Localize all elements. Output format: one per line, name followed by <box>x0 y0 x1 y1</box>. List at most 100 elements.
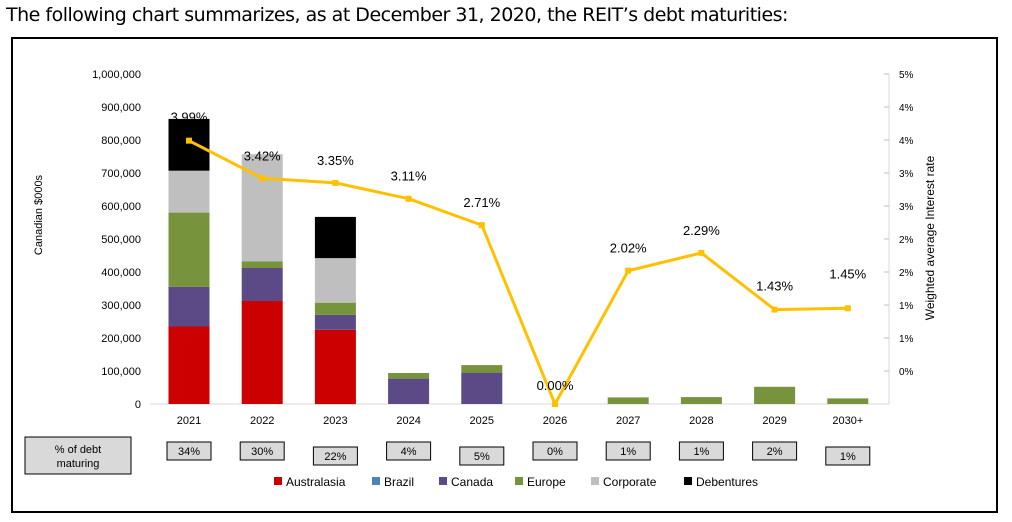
bar-europe-2029 <box>754 386 796 404</box>
y2-axis-label: Weighted average Interest rate <box>923 155 937 320</box>
x-tick-label: 2025 <box>470 415 494 427</box>
bar-europe-2030+ <box>827 398 869 404</box>
y-tick-label: 100,000 <box>101 366 141 378</box>
debt-table-label-line1: % of debt <box>55 444 101 456</box>
interest-rate-point <box>405 195 412 202</box>
bar-europe-2021 <box>168 212 210 287</box>
legend-label-australasia: Australasia <box>286 475 346 489</box>
debt-pct-box <box>239 441 285 461</box>
x-tick-label: 2024 <box>396 415 420 427</box>
y2-tick-label: 3% <box>899 169 914 180</box>
legend-label-brazil: Brazil <box>384 475 414 489</box>
x-axis-ticks: 2021 2022 2023 2024 2025 2026 2027 2028 2029 2030… <box>177 415 863 427</box>
interest-rate-label: 3.35% <box>317 153 354 168</box>
bar-canada-2025 <box>461 372 503 404</box>
debt-pct-box <box>825 446 871 466</box>
y2-tick-label: 1% <box>899 301 914 312</box>
y-tick-label: 400,000 <box>101 267 141 279</box>
debt-table-label-line2: maturing <box>57 458 100 470</box>
debt-pct-box <box>678 441 724 461</box>
y-tick-label: 800,000 <box>101 135 141 147</box>
debt-pct-value: 34% <box>178 446 200 458</box>
interest-rate-label: 1.43% <box>756 279 793 294</box>
bar-australasia-2022 <box>241 301 283 404</box>
debt-pct-value: 30% <box>251 446 273 458</box>
debt-pct-value: 1% <box>620 446 636 458</box>
interest-rate-point <box>625 267 632 274</box>
interest-rate-label: 0.00% <box>537 378 574 393</box>
interest-rate-label: 3.42% <box>244 148 281 163</box>
y2-tick-label: 5% <box>899 70 914 81</box>
debt-pct-value: 2% <box>767 446 783 458</box>
legend-swatch-canada <box>439 477 447 485</box>
bar-australasia-2023 <box>314 329 356 405</box>
bar-europe-2028 <box>680 397 722 404</box>
bar-debentures-2023 <box>314 216 356 259</box>
legend-label-debentures: Debentures <box>696 475 758 489</box>
y-tick-label: 300,000 <box>101 300 141 312</box>
debt-pct-value: 1% <box>693 446 709 458</box>
interest-rate-label: 2.71% <box>463 195 500 210</box>
debt-pct-value: 4% <box>401 446 417 458</box>
legend-swatch-europe <box>515 477 523 485</box>
interest-rate-point <box>332 179 339 186</box>
y2-tick-label: 1% <box>899 334 914 345</box>
debt-pct-value: 5% <box>474 451 490 463</box>
y2-axis-ticks: 5% 4% 4% 3% 3% 2% 2% 1% 1% 0% <box>884 70 914 378</box>
y2-tick-label: 0% <box>899 367 914 378</box>
interest-rate-point <box>552 401 558 407</box>
y-axis-ticks: 1,000,000 900,000 800,000 700,000 600,000 500… <box>92 69 141 411</box>
x-tick-label: 2023 <box>323 415 347 427</box>
bar-europe-2023 <box>314 302 356 315</box>
x-tick-label: 2022 <box>250 415 274 427</box>
bar-stacks <box>168 118 869 405</box>
interest-rate-point <box>771 306 778 313</box>
y2-tick-label: 4% <box>899 103 914 114</box>
interest-rate-point <box>698 249 705 256</box>
x-tick-label: 2028 <box>689 415 713 427</box>
debt-pct-value: 0% <box>547 446 563 458</box>
interest-rate-label: 2.02% <box>610 241 647 256</box>
bar-canada-2022 <box>241 268 283 301</box>
debt-pct-value: 1% <box>840 451 856 463</box>
bar-corporate-2021 <box>168 170 210 213</box>
legend-swatch-corporate <box>591 477 599 485</box>
debt-maturing-table: % of debt maturing 34% 30% 22% 4% 5% 0% 1% 1% 2%… <box>24 436 871 475</box>
bar-europe-2022 <box>241 261 283 268</box>
y-tick-label: 1,000,000 <box>92 69 141 81</box>
legend-label-europe: Europe <box>527 475 566 489</box>
chart-legend: Australasia Brazil Canada Europe Corporate De… <box>274 475 758 489</box>
legend-label-canada: Canada <box>451 475 493 489</box>
debt-table-label-box <box>24 436 132 475</box>
bar-canada-2024 <box>388 378 430 404</box>
y-tick-label: 700,000 <box>101 168 141 180</box>
debt-pct-box <box>459 446 505 466</box>
y-axis-label: Canadian $000s <box>33 174 45 255</box>
x-tick-label: 2026 <box>543 415 567 427</box>
bar-europe-2025 <box>461 365 503 373</box>
y-tick-label: 600,000 <box>101 201 141 213</box>
interest-rate-point <box>844 305 851 312</box>
page-heading: The following chart summarizes, as at De… <box>6 4 788 26</box>
debt-pct-box <box>386 441 432 461</box>
x-tick-label: 2029 <box>762 415 786 427</box>
bar-europe-2024 <box>388 373 430 379</box>
debt-pct-box <box>312 446 358 466</box>
bar-canada-2021 <box>168 286 210 327</box>
debt-pct-box <box>166 441 212 461</box>
interest-rate-label: 1.45% <box>829 266 866 281</box>
y2-tick-label: 4% <box>899 136 914 147</box>
y2-tick-label: 2% <box>899 235 914 246</box>
y2-tick-label: 2% <box>899 268 914 279</box>
x-tick-label: 2027 <box>616 415 640 427</box>
bar-canada-2023 <box>314 314 356 330</box>
interest-rate-line: 3.99% 3.42% 3.35% 3.11% 2.71% 0.00% 2.02% 2.29%… <box>171 110 867 407</box>
legend-label-corporate: Corporate <box>603 475 657 489</box>
legend-swatch-brazil <box>372 477 380 485</box>
y-tick-label: 500,000 <box>101 234 141 246</box>
x-tick-label: 2021 <box>177 415 201 427</box>
y-tick-label: 0 <box>135 399 141 411</box>
x-tick-label: 2030+ <box>832 415 863 427</box>
interest-rate-point <box>478 222 485 229</box>
